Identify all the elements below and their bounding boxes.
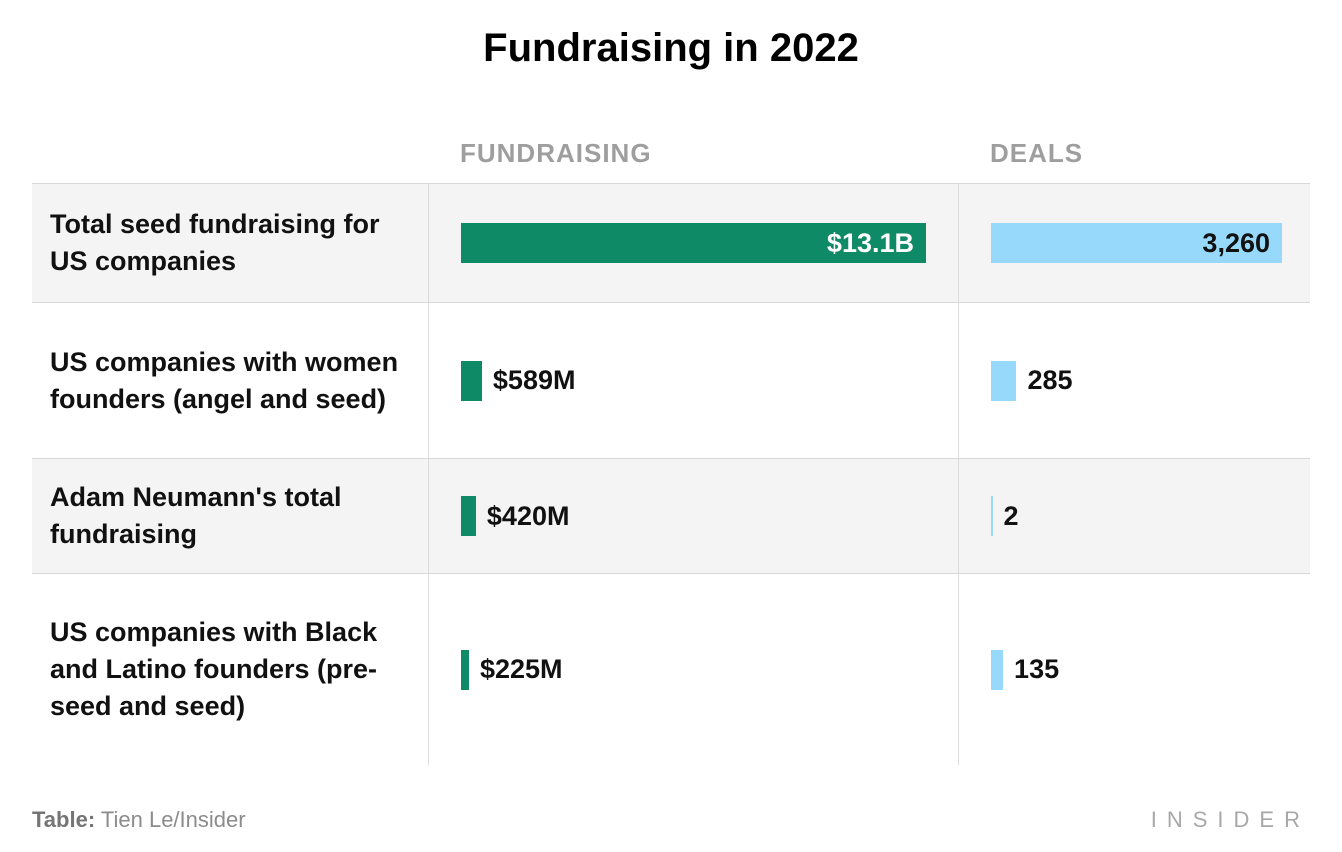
credit-name: Tien Le/Insider xyxy=(95,807,246,832)
insider-logo: INSIDER xyxy=(1150,807,1310,832)
deals-cell: 135 xyxy=(958,574,1310,765)
table-credit: Table: Tien Le/Insider xyxy=(32,807,246,833)
table-body: Total seed fundraising for US companies … xyxy=(32,183,1310,765)
fundraising-value: $225M xyxy=(479,654,563,684)
table-row: US companies with Black and Latino found… xyxy=(32,573,1310,765)
deals-value: 135 xyxy=(1014,654,1060,684)
deals-bar xyxy=(991,649,1004,690)
deals-value: 3,260 xyxy=(1202,227,1270,258)
deals-column-header: DEALS xyxy=(990,138,1084,168)
deals-value: 285 xyxy=(1027,365,1073,395)
deals-bar xyxy=(991,360,1017,401)
fundraising-bar xyxy=(461,360,482,401)
row-label: Adam Neumann's total fundraising xyxy=(50,482,342,549)
deals-bar: 3,260 xyxy=(991,223,1282,263)
table-row: US companies with women founders (angel … xyxy=(32,302,1310,458)
row-label: US companies with women founders (angel … xyxy=(50,346,399,414)
fundraising-table: FUNDRAISING DEALS Total seed fundraising… xyxy=(32,138,1310,765)
table-header-row: FUNDRAISING DEALS xyxy=(32,138,1310,168)
deals-value: 2 xyxy=(1003,500,1019,531)
fundraising-column-header: FUNDRAISING xyxy=(460,138,652,168)
deals-cell: 3,260 xyxy=(958,184,1310,302)
fundraising-cell: $13.1B xyxy=(428,184,958,302)
fundraising-cell: $420M xyxy=(428,459,958,573)
row-label: Total seed fundraising for US companies xyxy=(50,209,380,276)
fundraising-cell: $225M xyxy=(428,574,958,765)
fundraising-bar: $13.1B xyxy=(461,223,926,263)
row-label-column-header xyxy=(32,138,428,169)
footer: Table: Tien Le/Insider INSIDER xyxy=(32,807,1310,833)
fundraising-value: $13.1B xyxy=(826,227,914,258)
fundraising-bar xyxy=(461,649,469,690)
deals-cell: 285 xyxy=(958,303,1310,458)
table-row: Total seed fundraising for US companies … xyxy=(32,183,1310,302)
fundraising-cell: $589M xyxy=(428,303,958,458)
table-row: Adam Neumann's total fundraising $420M 2 xyxy=(32,458,1310,573)
credit-label: Table: xyxy=(32,807,96,832)
fundraising-value: $589M xyxy=(492,365,576,395)
fundraising-value: $420M xyxy=(486,500,570,531)
row-label: US companies with Black and Latino found… xyxy=(50,617,378,721)
fundraising-bar xyxy=(461,496,476,536)
deals-cell: 2 xyxy=(958,459,1310,573)
page-title: Fundraising in 2022 xyxy=(483,26,859,70)
deals-bar xyxy=(991,496,993,536)
